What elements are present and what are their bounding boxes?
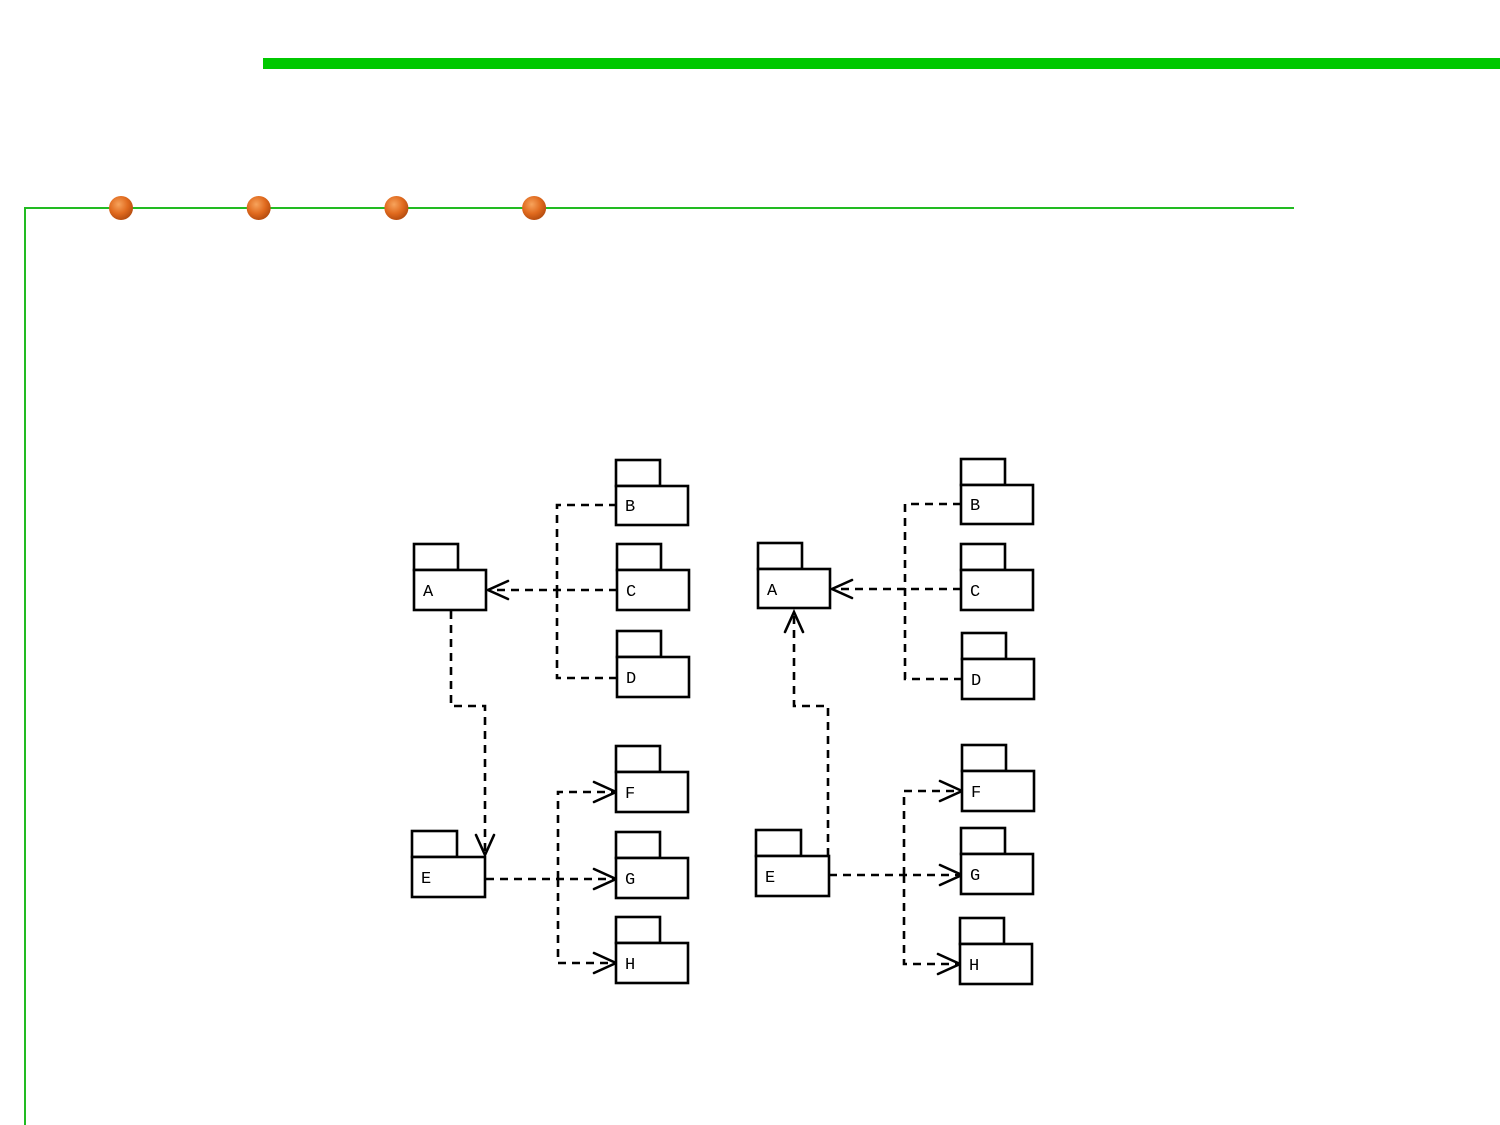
dependency-d-to-a (555, 590, 617, 680)
decorative-bullets (109, 196, 547, 220)
orange-bullet-dot (109, 196, 133, 220)
package-a: A (412, 542, 488, 612)
package-label: D (971, 672, 981, 691)
arrowhead-into-e (474, 833, 496, 859)
package-label: E (421, 870, 431, 889)
arrowhead-into-a-side (828, 578, 854, 600)
package-d: D (615, 629, 691, 699)
package-label: C (626, 583, 636, 602)
arrowhead-into-a (484, 579, 510, 601)
header-accent-bar (263, 58, 1500, 69)
package-a: A (756, 541, 832, 610)
dependency-diagram-right: A B C D E F G (754, 457, 1036, 986)
package-label: D (626, 670, 636, 689)
package-f: F (960, 743, 1036, 813)
arrowhead-into-a-bottom (783, 608, 805, 634)
dependency-lines (449, 503, 617, 965)
package-g: G (614, 830, 690, 900)
package-f: F (614, 744, 690, 814)
package-label: H (969, 957, 979, 976)
dependency-b-to-a (555, 503, 617, 590)
dependency-e-to-a (792, 612, 830, 856)
dependency-lines (792, 502, 962, 966)
dependency-e-to-f (902, 789, 960, 875)
package-label: A (423, 583, 434, 602)
dependency-d-to-a (903, 589, 962, 681)
dependency-e-to-h (556, 879, 614, 965)
dependency-diagram-left: A B C D E F G (410, 458, 691, 985)
dependency-b-to-a (903, 502, 961, 589)
arrowheads (474, 579, 620, 975)
package-label: F (971, 784, 981, 803)
package-label: G (970, 867, 980, 886)
dependency-e-to-f (556, 790, 614, 879)
orange-bullet-dot (384, 196, 409, 220)
package-h: H (614, 915, 690, 985)
package-label: G (625, 871, 635, 890)
dependency-e-to-h (902, 875, 958, 966)
package-label: F (625, 785, 635, 804)
orange-bullet-dot (522, 196, 547, 220)
package-b: B (614, 458, 690, 527)
package-label: C (970, 583, 980, 602)
package-label: B (625, 498, 635, 517)
dependency-a-to-e (449, 611, 487, 853)
package-e: E (410, 829, 487, 899)
package-e: E (754, 828, 831, 898)
package-b: B (959, 457, 1035, 526)
package-d: D (960, 631, 1036, 701)
package-h: H (958, 916, 1034, 986)
arrowheads (783, 578, 966, 976)
package-label: A (767, 582, 778, 601)
package-label: E (765, 869, 775, 888)
package-c: C (959, 542, 1035, 612)
orange-bullet-dot (246, 196, 271, 220)
package-g: G (959, 826, 1035, 896)
package-label: B (970, 497, 980, 516)
package-label: H (625, 956, 635, 975)
package-c: C (615, 542, 691, 612)
